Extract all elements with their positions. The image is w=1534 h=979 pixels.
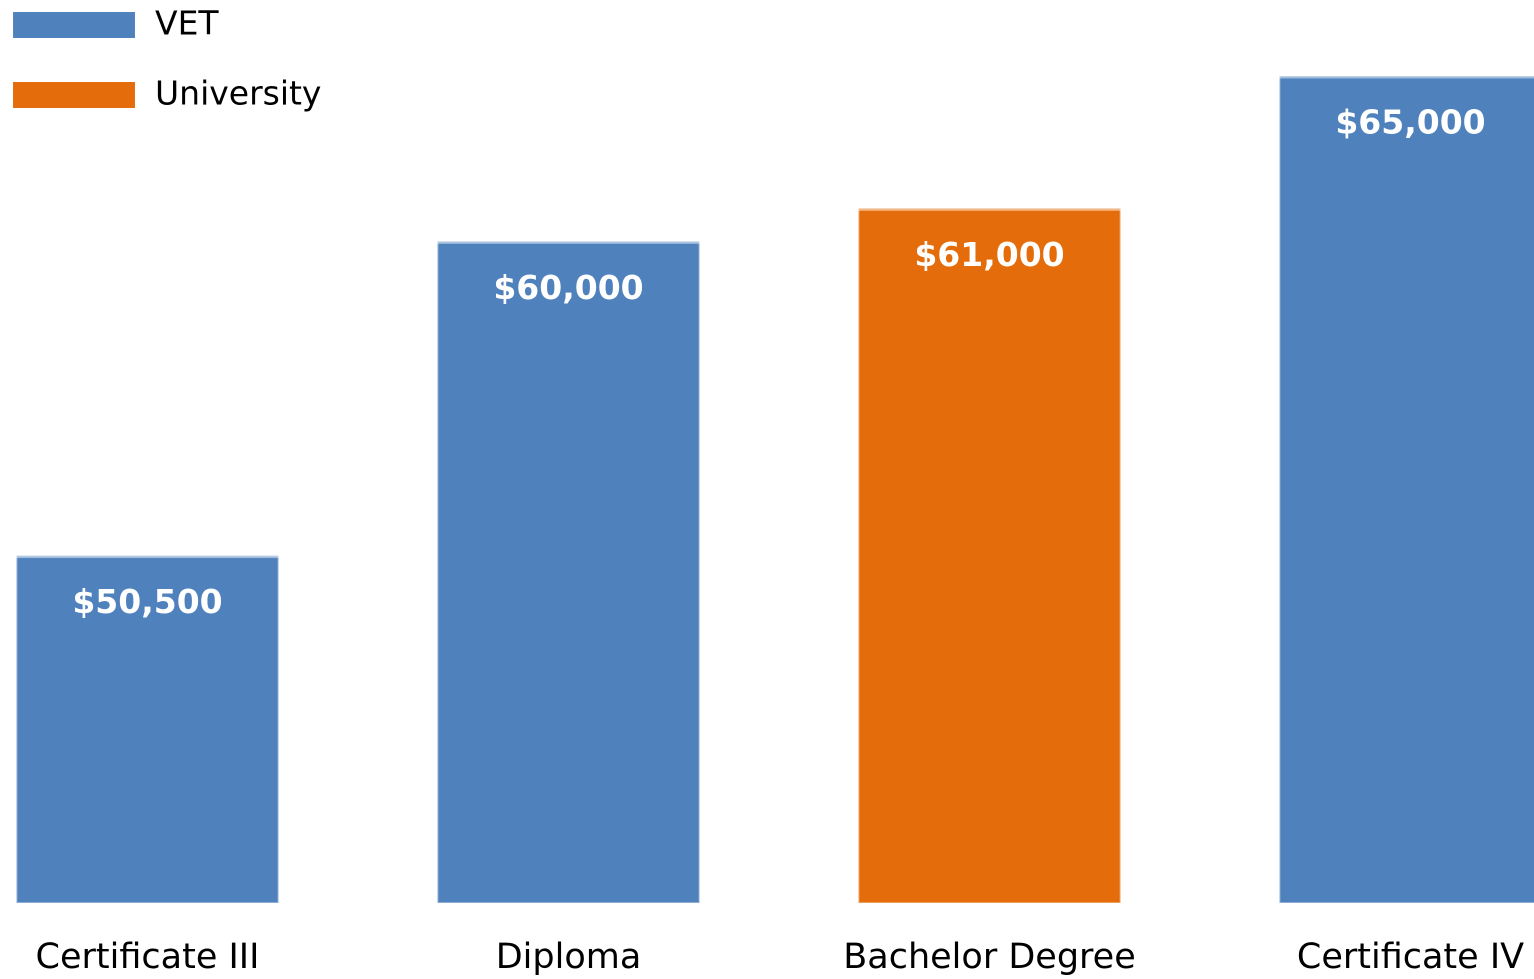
bar-bevel [436,240,701,904]
value-label: $60,000 [493,268,643,307]
legend-swatch-shine [13,82,135,108]
value-label: $50,500 [72,582,222,621]
bar-bevel [15,554,280,904]
legend-label: University [155,74,321,113]
legend-label: VET [155,4,219,43]
x-tick-label: Certificate III [36,937,260,977]
value-label: $65,000 [1335,103,1485,142]
x-tick-label: Bachelor Degree [843,937,1135,977]
legend-swatch-shine [13,12,135,38]
bar-bevel [1278,75,1534,904]
bar-bevel [857,207,1122,904]
value-label: $61,000 [914,235,1064,274]
x-tick-label: Diploma [496,937,642,977]
x-tick-label: Certificate IV [1297,937,1524,977]
